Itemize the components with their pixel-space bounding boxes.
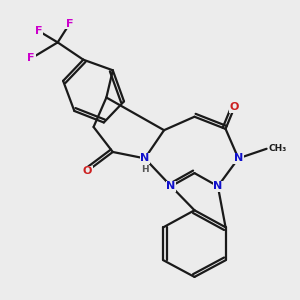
Text: N: N bbox=[234, 153, 243, 164]
Text: F: F bbox=[35, 26, 42, 36]
Text: N: N bbox=[140, 153, 149, 164]
Text: N: N bbox=[213, 181, 223, 191]
Text: O: O bbox=[82, 166, 92, 176]
Text: CH₃: CH₃ bbox=[269, 144, 287, 153]
Text: F: F bbox=[27, 53, 35, 63]
Text: H: H bbox=[141, 165, 148, 174]
Text: F: F bbox=[66, 19, 73, 29]
Text: O: O bbox=[230, 102, 239, 112]
Text: N: N bbox=[167, 181, 176, 191]
